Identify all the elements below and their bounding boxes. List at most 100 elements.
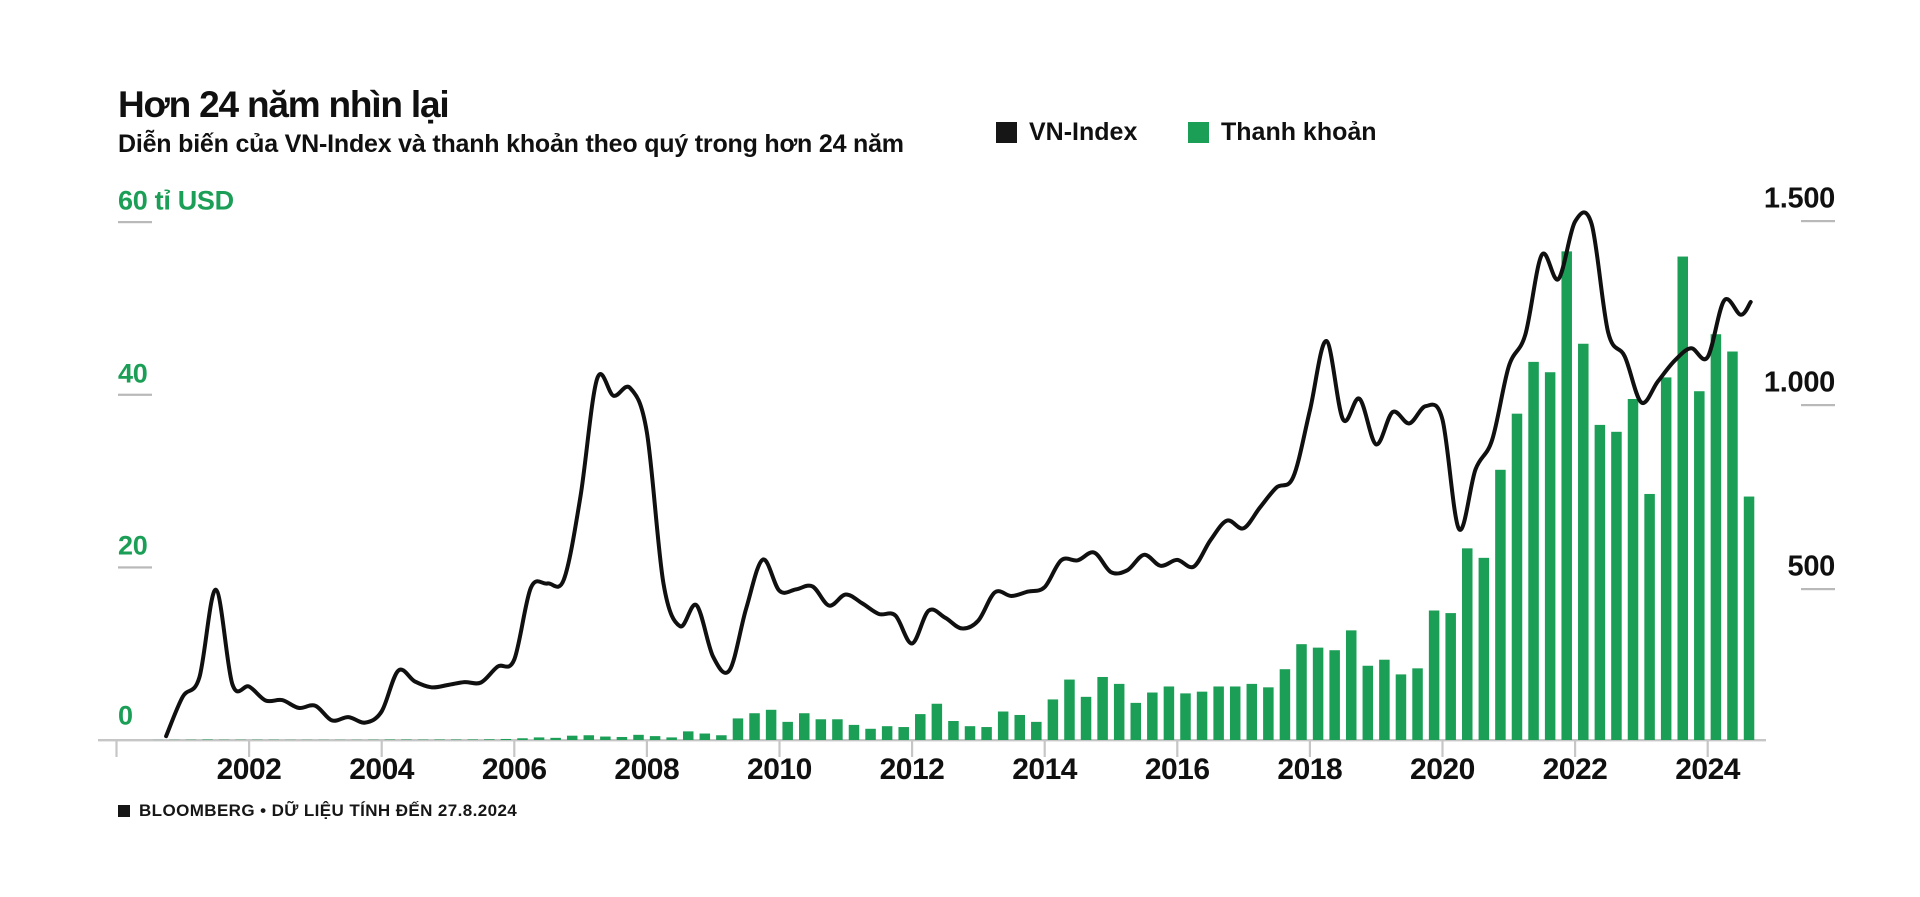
right-axis-tick [1801,220,1835,223]
x-axis-year-label: 2006 [481,753,547,786]
bar-thanh-khoan [1511,413,1523,740]
bar-thanh-khoan [865,728,876,740]
bar-thanh-khoan [649,736,661,740]
bar-thanh-khoan [765,709,777,740]
x-axis-year-label: 2024 [1675,753,1740,786]
x-axis-year-label: 2018 [1277,753,1343,786]
bar-thanh-khoan [782,721,793,740]
bar-thanh-khoan [1478,557,1490,740]
bar-thanh-khoan [1544,372,1556,740]
x-axis-tick [248,741,251,757]
bar-thanh-khoan [848,724,860,740]
bar-thanh-khoan [1163,686,1175,740]
bar-thanh-khoan [1246,683,1258,740]
bar-thanh-khoan [1428,610,1440,740]
bar-thanh-khoan [1495,469,1506,740]
left-axis-label: 40 [118,358,148,389]
bar-thanh-khoan [749,713,760,740]
bar-thanh-khoan [1064,679,1075,740]
bar-thanh-khoan [1677,256,1688,740]
x-axis-tick [911,741,914,757]
bar-thanh-khoan [1047,699,1059,740]
bar-thanh-khoan [1694,391,1705,740]
bar-thanh-khoan [997,711,1009,740]
bar-thanh-khoan [1627,398,1639,740]
x-axis-tick [1441,741,1444,757]
bar-thanh-khoan [583,735,595,740]
bar-thanh-khoan [1196,691,1208,740]
left-axis-label: 20 [118,530,148,561]
left-axis-tick [118,566,152,569]
bar-thanh-khoan [682,731,694,740]
right-axis-label: 1.000 [1763,366,1835,399]
bar-thanh-khoan [915,714,926,740]
bar-thanh-khoan [1379,659,1390,740]
bar-thanh-khoan [1660,377,1672,740]
x-axis-year-label: 2016 [1144,753,1210,786]
bar-thanh-khoan [616,736,628,740]
bar-thanh-khoan [1113,683,1125,740]
source-text: BLOOMBERG • DỮ LIỆU TÍNH ĐẾN 27.8.2024 [139,801,518,820]
bar-thanh-khoan [666,737,677,740]
x-axis-year-label: 2022 [1542,753,1608,786]
x-axis-tick [115,741,118,757]
bar-thanh-khoan [1412,668,1423,740]
bar-thanh-khoan [1345,630,1357,740]
bar-thanh-khoan [815,719,827,740]
bar-thanh-khoan [550,737,561,740]
bar-thanh-khoan [633,734,644,740]
left-axis-label: 60 tỉ USD [118,185,234,216]
x-axis-year-label: 2010 [747,753,812,786]
bar-thanh-khoan [1180,693,1191,740]
bar-thanh-khoan [533,737,545,740]
source-square-icon [118,805,130,817]
bar-thanh-khoan [484,739,495,740]
x-axis-year-label: 2004 [349,753,414,786]
left-axis-tick [118,393,152,396]
bar-thanh-khoan [1710,334,1722,740]
right-axis-tick [1801,404,1835,407]
bar-thanh-khoan [1644,493,1655,740]
right-axis-label: 500 [1787,550,1836,583]
x-axis-year-label: 2014 [1012,753,1077,786]
x-axis-tick [1308,741,1311,757]
bar-thanh-khoan [981,727,992,740]
vnindex-line [164,210,1753,739]
x-axis-year-label: 2008 [614,753,680,786]
bar-thanh-khoan [1312,647,1324,740]
bar-thanh-khoan [716,735,727,740]
x-axis-tick [1706,741,1709,757]
x-axis-tick [1574,741,1577,757]
x-axis-line [98,739,1766,742]
bar-thanh-khoan [1097,676,1108,740]
bar-thanh-khoan [500,738,512,740]
bar-thanh-khoan [566,735,578,740]
bar-thanh-khoan [881,726,893,740]
bar-thanh-khoan [1528,361,1539,740]
bar-thanh-khoan [1130,702,1142,740]
chart-title: Hơn 24 năm nhìn lại [118,84,450,125]
left-axis-label: 0 [118,700,133,731]
bar-thanh-khoan [1395,674,1407,740]
chart-subtitle: Diễn biến của VN-Index và thanh khoản th… [118,130,904,158]
thanhkhoan-legend-label: Thanh khoản [1221,118,1377,146]
bar-thanh-khoan [832,719,843,740]
bar-thanh-khoan [1080,696,1092,740]
x-axis-tick [645,741,648,757]
bar-thanh-khoan [1611,431,1622,740]
bar-thanh-khoan [1727,351,1738,740]
vnindex-legend-label: VN-Index [1029,118,1138,146]
x-axis-year-label: 2020 [1410,753,1475,786]
bar-thanh-khoan [1263,687,1274,740]
bar-thanh-khoan [1445,613,1456,740]
bar-thanh-khoan [964,726,976,740]
bar-thanh-khoan [1147,692,1158,740]
bar-thanh-khoan [1229,686,1241,740]
bar-thanh-khoan [1296,644,1307,740]
x-axis-tick [380,741,383,757]
source-note: BLOOMBERG • DỮ LIỆU TÍNH ĐẾN 27.8.2024 [118,801,517,821]
bar-thanh-khoan [600,736,611,740]
left-axis-tick [118,221,152,224]
bar-thanh-khoan [1743,496,1755,740]
